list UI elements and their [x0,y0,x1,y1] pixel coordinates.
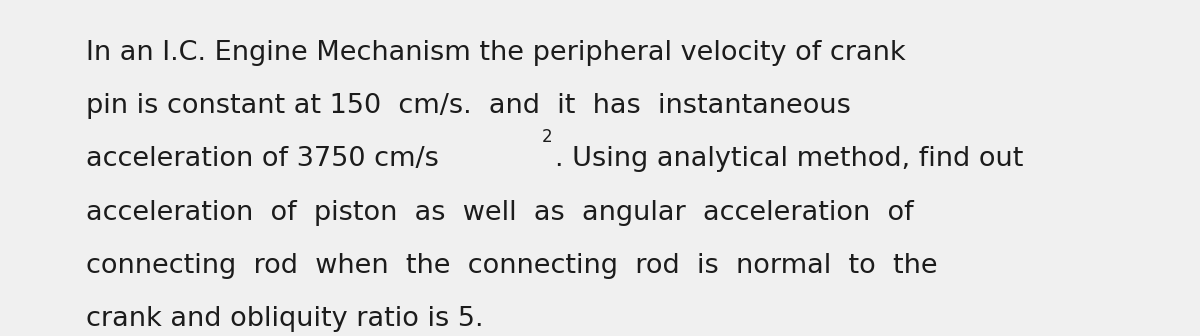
Text: crank and obliquity ratio is 5.: crank and obliquity ratio is 5. [86,306,484,332]
Text: pin is constant at 150  cm/s.  and  it  has  instantaneous: pin is constant at 150 cm/s. and it has … [86,93,851,119]
Text: connecting  rod  when  the  connecting  rod  is  normal  to  the: connecting rod when the connecting rod i… [86,253,938,279]
Text: . Using analytical method, find out: . Using analytical method, find out [556,146,1024,172]
Text: In an I.C. Engine Mechanism the peripheral velocity of crank: In an I.C. Engine Mechanism the peripher… [86,40,906,66]
Text: acceleration  of  piston  as  well  as  angular  acceleration  of: acceleration of piston as well as angula… [86,200,914,225]
Text: acceleration of 3750 cm/s: acceleration of 3750 cm/s [86,146,439,172]
Text: 2: 2 [541,128,552,146]
